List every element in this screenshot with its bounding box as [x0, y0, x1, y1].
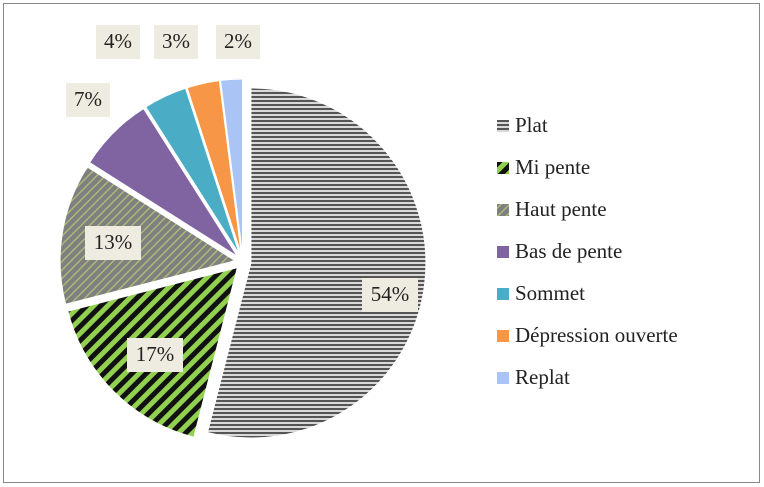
data-label: 17% [136, 342, 175, 366]
data-label: 3% [162, 29, 190, 53]
legend-swatch [497, 288, 509, 300]
data-label: 2% [224, 29, 252, 53]
data-label: 4% [104, 29, 132, 53]
data-label: 54% [371, 282, 410, 306]
legend-label: Plat [515, 113, 548, 137]
data-label: 7% [74, 87, 102, 111]
pie-slice [220, 78, 243, 255]
legend-swatch [497, 246, 509, 258]
legend-label: Haut pente [515, 197, 607, 221]
data-label: 13% [94, 230, 133, 254]
data-label-box [362, 278, 418, 312]
legend-label: Sommet [515, 281, 585, 305]
legend-swatch [497, 120, 509, 132]
data-label-box [216, 25, 260, 59]
data-label-box [66, 83, 110, 117]
legend-swatch [497, 162, 509, 174]
data-label-box [127, 338, 183, 372]
pie-slice [59, 166, 237, 305]
legend-label: Bas de pente [515, 239, 622, 263]
legend-swatch [497, 204, 509, 216]
data-label-box [96, 25, 140, 59]
legend-label: Mi pente [515, 155, 590, 179]
data-label-box [154, 25, 198, 59]
pie-slice [88, 107, 238, 257]
legend-swatch [497, 330, 509, 342]
data-label-box [85, 226, 141, 260]
legend-swatch [497, 372, 509, 384]
pie-slice [206, 87, 427, 439]
legend-label: Dépression ouverte [515, 323, 678, 347]
legend-label: Replat [515, 365, 570, 389]
pie-slice [145, 87, 241, 256]
pie-slice [186, 80, 242, 255]
